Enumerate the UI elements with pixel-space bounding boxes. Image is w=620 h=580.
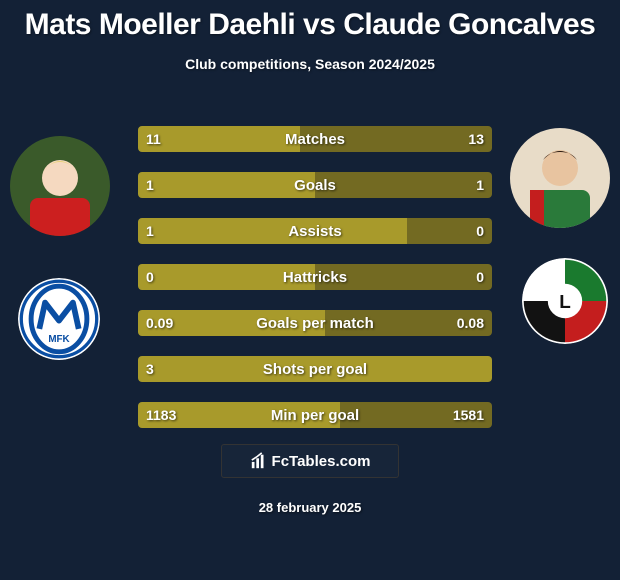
stat-value-right: 0 bbox=[476, 218, 484, 244]
stats-icon bbox=[250, 452, 268, 470]
stat-label: Shots per goal bbox=[138, 356, 492, 382]
page-title: Mats Moeller Daehli vs Claude Goncalves bbox=[0, 8, 620, 42]
stat-value-right: 1581 bbox=[453, 402, 484, 428]
player-right-photo bbox=[510, 128, 610, 228]
stat-row: Assists1 0 bbox=[138, 218, 492, 244]
stat-value-left: 0 bbox=[146, 264, 154, 290]
player-left-photo bbox=[10, 136, 110, 236]
stat-value-left: 0.09 bbox=[146, 310, 173, 336]
club-logo-left-svg: MFK bbox=[18, 278, 100, 360]
svg-text:MFK: MFK bbox=[48, 334, 69, 345]
stat-value-left: 1183 bbox=[146, 402, 176, 428]
stat-row: Min per goal1183 1581 bbox=[138, 402, 492, 428]
stat-label: Goals per match bbox=[138, 310, 492, 336]
stat-row: Shots per goal3 bbox=[138, 356, 492, 382]
stat-row: Goals1 1 bbox=[138, 172, 492, 198]
stat-value-right: 0 bbox=[476, 264, 484, 290]
stat-label: Hattricks bbox=[138, 264, 492, 290]
stats-bars: Matches1113Goals11Assists10Hattricks00Go… bbox=[138, 126, 492, 448]
stat-value-left: 3 bbox=[146, 356, 154, 382]
branding-badge[interactable]: FcTables.com bbox=[221, 444, 399, 478]
stat-label: Assists bbox=[138, 218, 492, 244]
player-right-avatar-svg bbox=[510, 128, 610, 228]
player-left-avatar-svg bbox=[10, 136, 110, 236]
svg-text:L: L bbox=[559, 292, 571, 313]
stat-value-right: 1 bbox=[476, 172, 484, 198]
stat-row: Matches11 13 bbox=[138, 126, 492, 152]
subtitle: Club competitions, Season 2024/2025 bbox=[0, 56, 620, 72]
stat-row: Hattricks0 0 bbox=[138, 264, 492, 290]
stat-label: Goals bbox=[138, 172, 492, 198]
player-left-club-logo: MFK bbox=[18, 278, 100, 360]
comparison-card: Mats Moeller Daehli vs Claude Goncalves … bbox=[0, 0, 620, 580]
stat-value-right: 13 bbox=[468, 126, 484, 152]
player-right-club-logo: L bbox=[522, 258, 608, 344]
date-label: 28 february 2025 bbox=[259, 500, 362, 515]
branding-text: FcTables.com bbox=[272, 453, 371, 470]
stat-label: Matches bbox=[138, 126, 492, 152]
stat-label: Min per goal bbox=[138, 402, 492, 428]
stat-value-right: 0.08 bbox=[457, 310, 484, 336]
stat-value-left: 11 bbox=[146, 126, 161, 152]
stat-value-left: 1 bbox=[146, 218, 154, 244]
stat-value-left: 1 bbox=[146, 172, 154, 198]
club-logo-right-svg: L bbox=[522, 258, 608, 344]
stat-row: Goals per match0.09 0.08 bbox=[138, 310, 492, 336]
